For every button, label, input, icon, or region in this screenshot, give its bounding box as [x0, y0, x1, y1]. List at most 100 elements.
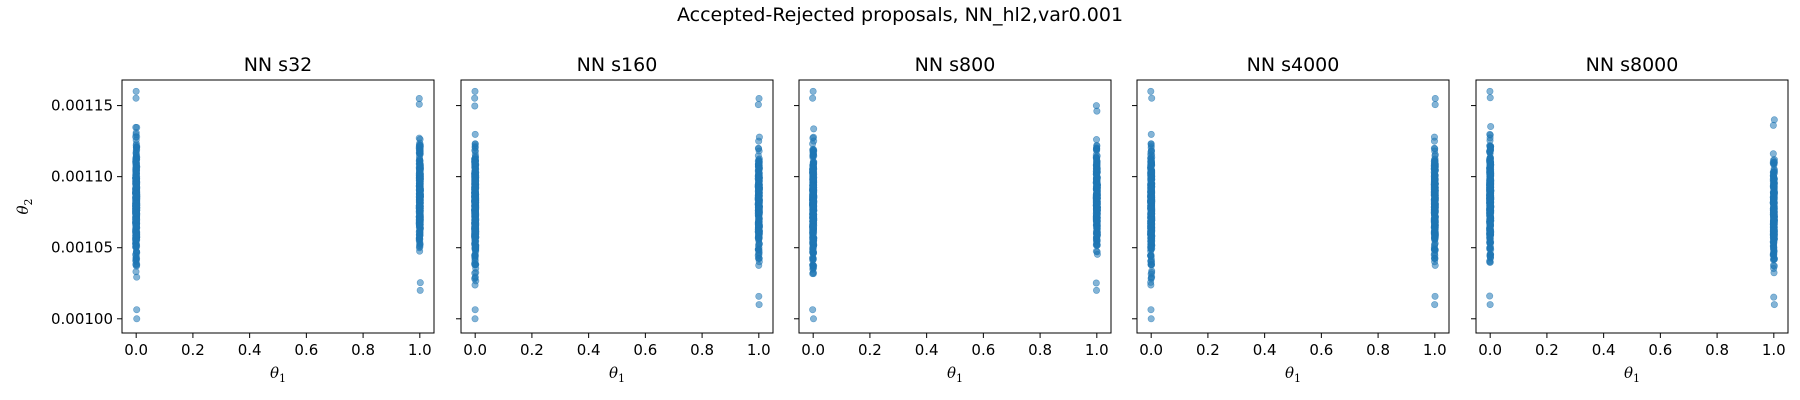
data-point — [1486, 154, 1494, 162]
data-point — [755, 94, 763, 102]
data-point — [471, 102, 479, 110]
x-tick-label: 1.0 — [1762, 341, 1786, 359]
data-point — [809, 165, 817, 173]
x-tick-label: 0.4 — [1592, 341, 1616, 359]
subplot-3: NN s800 0.0 0.2 0.4 0.6 0.8 1.0 θ1 — [794, 54, 1112, 385]
data-point — [1486, 170, 1494, 178]
data-point — [1769, 150, 1777, 158]
data-point — [1486, 94, 1494, 102]
x-tick-label: 1.0 — [408, 341, 432, 359]
data-point — [1093, 250, 1101, 258]
data-point — [471, 198, 479, 206]
data-point — [1147, 184, 1155, 192]
data-point — [755, 215, 763, 223]
x-tick-label: 0.2 — [181, 341, 205, 359]
data-point — [1431, 101, 1439, 109]
data-point — [1770, 189, 1778, 197]
data-point — [471, 153, 479, 161]
data-point — [132, 251, 140, 259]
data-point — [133, 315, 141, 323]
x-axis-label-subscript: 1 — [618, 372, 625, 385]
data-point — [416, 241, 424, 249]
x-axis-label: θ1 — [1285, 364, 1301, 385]
x-tick-label: 0.4 — [238, 341, 262, 359]
data-point — [1770, 226, 1778, 234]
x-tick-label: 0.8 — [1366, 341, 1390, 359]
data-point — [1770, 265, 1778, 273]
data-point — [1486, 87, 1494, 95]
data-point — [471, 210, 479, 218]
y-axis-label-subscript: 2 — [22, 198, 35, 205]
data-point — [416, 279, 424, 287]
x-tick-label: 0.4 — [915, 341, 939, 359]
data-point — [132, 156, 140, 164]
data-point — [1093, 107, 1101, 115]
data-point — [132, 144, 140, 152]
y-tick-label: 0.00105 — [51, 239, 113, 257]
data-point — [133, 167, 141, 175]
data-point — [133, 231, 141, 239]
x-tick-label: 0.2 — [858, 341, 882, 359]
data-point — [755, 137, 763, 145]
data-point — [416, 186, 424, 194]
data-point — [471, 130, 479, 138]
x-tick-label: 0.8 — [351, 341, 375, 359]
data-point — [1769, 182, 1777, 190]
data-point — [1147, 210, 1155, 218]
data-point — [755, 249, 763, 257]
data-point — [810, 125, 818, 133]
data-point — [471, 315, 479, 323]
subplot-title: NN s32 — [244, 54, 313, 76]
data-point — [471, 269, 479, 277]
data-point — [415, 193, 423, 201]
data-point — [1486, 292, 1494, 300]
data-point — [1093, 194, 1101, 202]
x-tick-label: 0.2 — [1535, 341, 1559, 359]
scatter-points — [1486, 87, 1778, 309]
data-point — [1147, 87, 1155, 95]
data-point — [1486, 301, 1494, 309]
x-tick-label: 0.4 — [1253, 341, 1277, 359]
data-point — [809, 152, 817, 160]
data-point — [1147, 257, 1155, 265]
x-axis-label: θ1 — [270, 364, 286, 385]
plot-frame — [798, 79, 1112, 334]
x-tick-label: 0.0 — [801, 341, 825, 359]
plot-frame — [121, 79, 435, 334]
data-point — [755, 186, 763, 194]
data-point — [1148, 94, 1156, 102]
scatter-points — [471, 87, 763, 323]
data-point — [1770, 255, 1778, 263]
data-point — [1148, 153, 1156, 161]
data-point — [416, 178, 424, 186]
data-point — [755, 158, 763, 166]
data-point — [809, 94, 817, 102]
data-point — [1486, 195, 1494, 203]
data-point — [1486, 234, 1494, 242]
data-point — [133, 306, 141, 314]
data-point — [1093, 165, 1101, 173]
data-point — [1770, 156, 1778, 164]
data-point — [1430, 251, 1438, 259]
x-tick-label: 0.2 — [520, 341, 544, 359]
figure-suptitle: Accepted-Rejected proposals, NN_hl2,var0… — [676, 4, 1124, 26]
x-tick-label: 0.0 — [124, 341, 148, 359]
data-point — [1431, 199, 1439, 207]
data-point — [1431, 235, 1439, 243]
data-point — [1147, 176, 1155, 184]
data-point — [132, 174, 140, 182]
data-point — [472, 227, 480, 235]
data-point — [1486, 220, 1494, 228]
y-tick-label: 0.00115 — [51, 97, 113, 115]
data-point — [809, 255, 817, 263]
data-point — [132, 193, 140, 201]
data-point — [810, 175, 818, 183]
data-point — [471, 140, 479, 148]
data-point — [1770, 293, 1778, 301]
data-point — [132, 183, 140, 191]
x-tick-label: 0.8 — [1028, 341, 1052, 359]
data-point — [471, 185, 479, 193]
data-point — [809, 228, 817, 236]
data-point — [132, 216, 140, 224]
data-point — [415, 235, 423, 243]
